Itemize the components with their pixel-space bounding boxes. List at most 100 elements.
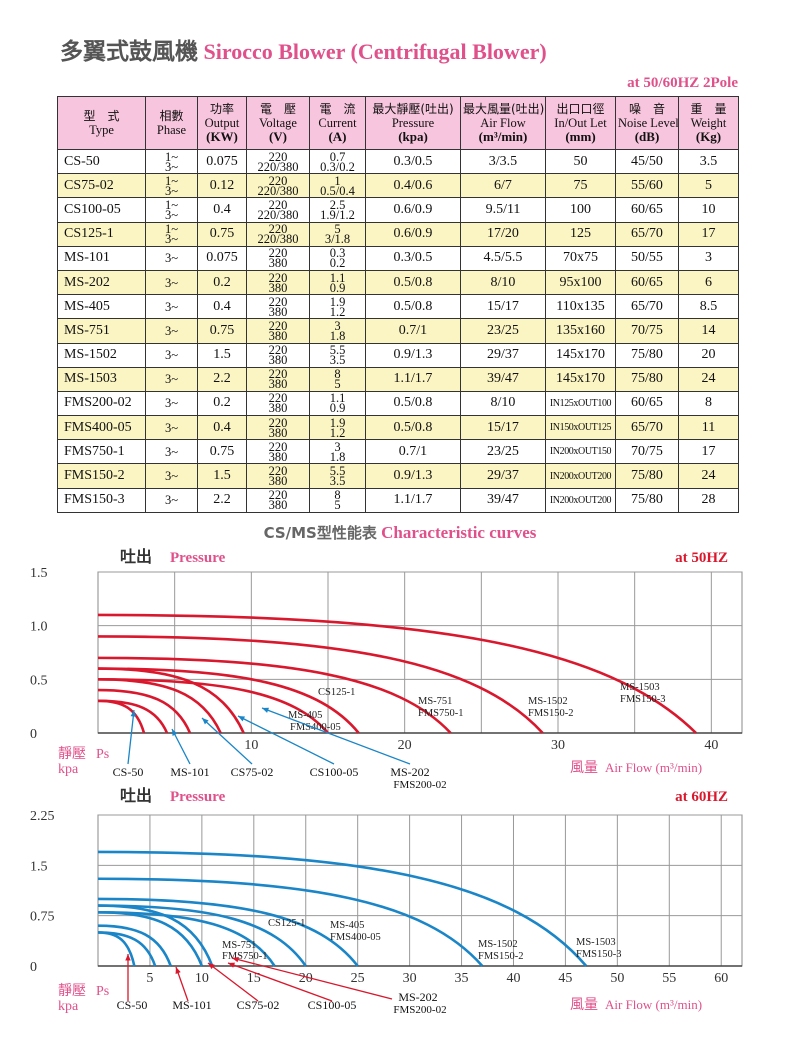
cell-weight: 24 xyxy=(678,366,739,392)
cell-phase: 3~ xyxy=(145,463,198,489)
cell-output: 0.2 xyxy=(197,269,247,296)
cell-current-line: 1.2 xyxy=(329,304,346,319)
ylabel-bottom-zh: 靜壓 xyxy=(58,746,86,762)
cell-current-line: 1.1 xyxy=(329,270,346,285)
header-voltage: 電 壓 Voltage (V) xyxy=(246,96,310,150)
cell-voltage-line: 380 xyxy=(268,425,288,440)
header-phase-en: Phase xyxy=(156,123,187,137)
y-tick-label: 0.5 xyxy=(30,673,48,688)
cell-noise: 75/80 xyxy=(615,463,679,489)
table-row: CS100-05 1~ 3~ 0.4 220 220/380 2.5 1.9/1.2 0.6/0… xyxy=(57,197,739,223)
cell-weight: 3 xyxy=(678,245,739,271)
cell-weight: 24 xyxy=(678,463,739,489)
performance-curve xyxy=(97,635,544,734)
cell-flow: 23/25 xyxy=(460,439,546,465)
cell-voltage-line: 220 xyxy=(268,415,288,430)
x-tick-label: 20 xyxy=(398,738,412,753)
cell-phase: 3~ xyxy=(145,245,198,271)
curve-label: CS125-1 xyxy=(268,918,305,929)
cell-output: 0.75 xyxy=(197,221,247,247)
performance-curve xyxy=(97,897,359,967)
cell-outlet: IN200xOUT200 xyxy=(545,463,616,489)
table-header-row: 型 式 Type 相數 Phase 功率 Output (KW) 電 壓 Voltage (V) 電… xyxy=(57,96,739,150)
table-row: CS-50 1~ 3~ 0.075 220 220/380 0.7 0.3/0.2 0.3/0.… xyxy=(57,148,739,175)
cell-current-line: 0.2 xyxy=(329,256,346,271)
header-voltage-u: (V) xyxy=(268,129,288,144)
xlabel-en: Air Flow (m³/min) xyxy=(605,760,702,775)
cell-voltage-line: 220 xyxy=(268,294,288,309)
cell-outlet: 135x160 xyxy=(545,318,616,344)
cell-voltage-line: 220/380 xyxy=(257,183,299,198)
header-flow: 最大風量(吐出) Air Flow (m³/min) xyxy=(460,96,546,150)
cell-voltage: 220 380 xyxy=(246,269,310,296)
cell-noise: 70/75 xyxy=(615,318,679,344)
ylabel-bottom-en: Ps xyxy=(96,984,109,999)
performance-curve xyxy=(97,678,329,734)
x-tick-label: 60 xyxy=(714,971,728,986)
curve-label: MS-1503 xyxy=(620,682,660,693)
cell-weight: 10 xyxy=(678,197,739,223)
cell-current-line: 0.3/0.2 xyxy=(320,159,355,174)
cell-output: 0.4 xyxy=(197,294,247,320)
cell-current-line: 5.5 xyxy=(329,343,346,358)
header-current-en: Current xyxy=(318,116,357,130)
callout-arrow xyxy=(127,709,135,765)
callout-arrowhead xyxy=(228,962,235,968)
callout-arrow xyxy=(201,717,253,765)
x-tick-label: 45 xyxy=(558,971,572,986)
cell-current-line: 5 xyxy=(334,498,341,513)
cell-pressure: 0.9/1.3 xyxy=(365,342,461,368)
x-tick-label: 10 xyxy=(195,971,209,986)
x-tick-label: 40 xyxy=(506,971,520,986)
cell-output: 0.75 xyxy=(197,318,247,344)
cell-weight: 17 xyxy=(678,439,739,465)
header-weight-en: Weight xyxy=(690,116,727,130)
cell-voltage-line: 220 xyxy=(268,343,288,358)
callout-arrow xyxy=(227,962,333,1002)
chart-50hz: 吐出 Pressure at 50HZ 1.5 1.0 0.5 0 10 20 30 40 CS125… xyxy=(30,547,743,790)
performance-curve xyxy=(97,850,588,967)
cell-voltage-line: 220 xyxy=(268,222,288,237)
header-noise: 噪 音 Noise Level (dB) xyxy=(615,96,679,150)
cell-voltage: 220 220/380 xyxy=(246,197,310,223)
ylabel-top-zh: 吐出 xyxy=(120,786,152,805)
cell-current: 1.1 0.9 xyxy=(309,390,366,417)
header-noise-en: Noise Level xyxy=(618,116,679,130)
header-voltage-en: Voltage xyxy=(259,116,297,130)
cell-type: FMS200-02 xyxy=(57,390,146,417)
cell-outlet: 125 xyxy=(545,221,616,247)
ylabel-bottom-unit: kpa xyxy=(58,999,79,1014)
cell-current-line: 3/1.8 xyxy=(324,232,351,247)
header-phase: 相數 Phase xyxy=(145,96,198,150)
x-tick-label: 30 xyxy=(403,971,417,986)
cell-voltage: 220 220/380 xyxy=(246,221,310,247)
cell-current: 1.9 1.2 xyxy=(309,415,366,441)
callout-arrow xyxy=(231,957,393,1000)
cell-noise: 65/70 xyxy=(615,221,679,247)
cell-flow: 29/37 xyxy=(460,342,546,368)
table-row: MS-1502 3~ 1.5 220 380 5.5 3.5 0.9/1.3 29/37 145x… xyxy=(57,342,739,368)
cell-phase-line: 1~ xyxy=(164,222,178,237)
cell-outlet: 75 xyxy=(545,173,616,199)
cell-current-line: 3.5 xyxy=(329,353,346,368)
cell-voltage-line: 380 xyxy=(268,449,288,464)
header-output-u: (KW) xyxy=(206,129,238,144)
curve-label: FMS400-05 xyxy=(330,932,381,943)
curve-label: MS-405 xyxy=(330,920,364,931)
cell-outlet: 145x170 xyxy=(545,342,616,368)
cell-flow: 15/17 xyxy=(460,415,546,441)
table-row: FMS200-02 3~ 0.2 220 380 1.1 0.9 0.5/0.8 8/10 IN1… xyxy=(57,390,739,417)
cell-weight: 8.5 xyxy=(678,294,739,320)
table-body: CS-50 1~ 3~ 0.075 220 220/380 0.7 0.3/0.2 0.3/0.… xyxy=(57,148,739,513)
cell-weight: 14 xyxy=(678,318,739,344)
x-tick-label: 15 xyxy=(247,971,261,986)
cell-current: 0.7 0.3/0.2 xyxy=(309,148,366,175)
cell-pressure: 0.6/0.9 xyxy=(365,221,461,247)
curves-title-english: Characteristic curves xyxy=(381,523,537,542)
cell-phase-line: 3~ xyxy=(164,251,178,266)
cell-flow: 17/20 xyxy=(460,221,546,247)
header-voltage-zh: 電 壓 xyxy=(259,102,296,116)
callout-label: CS100-05 xyxy=(308,998,357,1012)
curves-title-chinese: CS/MS型性能表 xyxy=(263,524,377,542)
